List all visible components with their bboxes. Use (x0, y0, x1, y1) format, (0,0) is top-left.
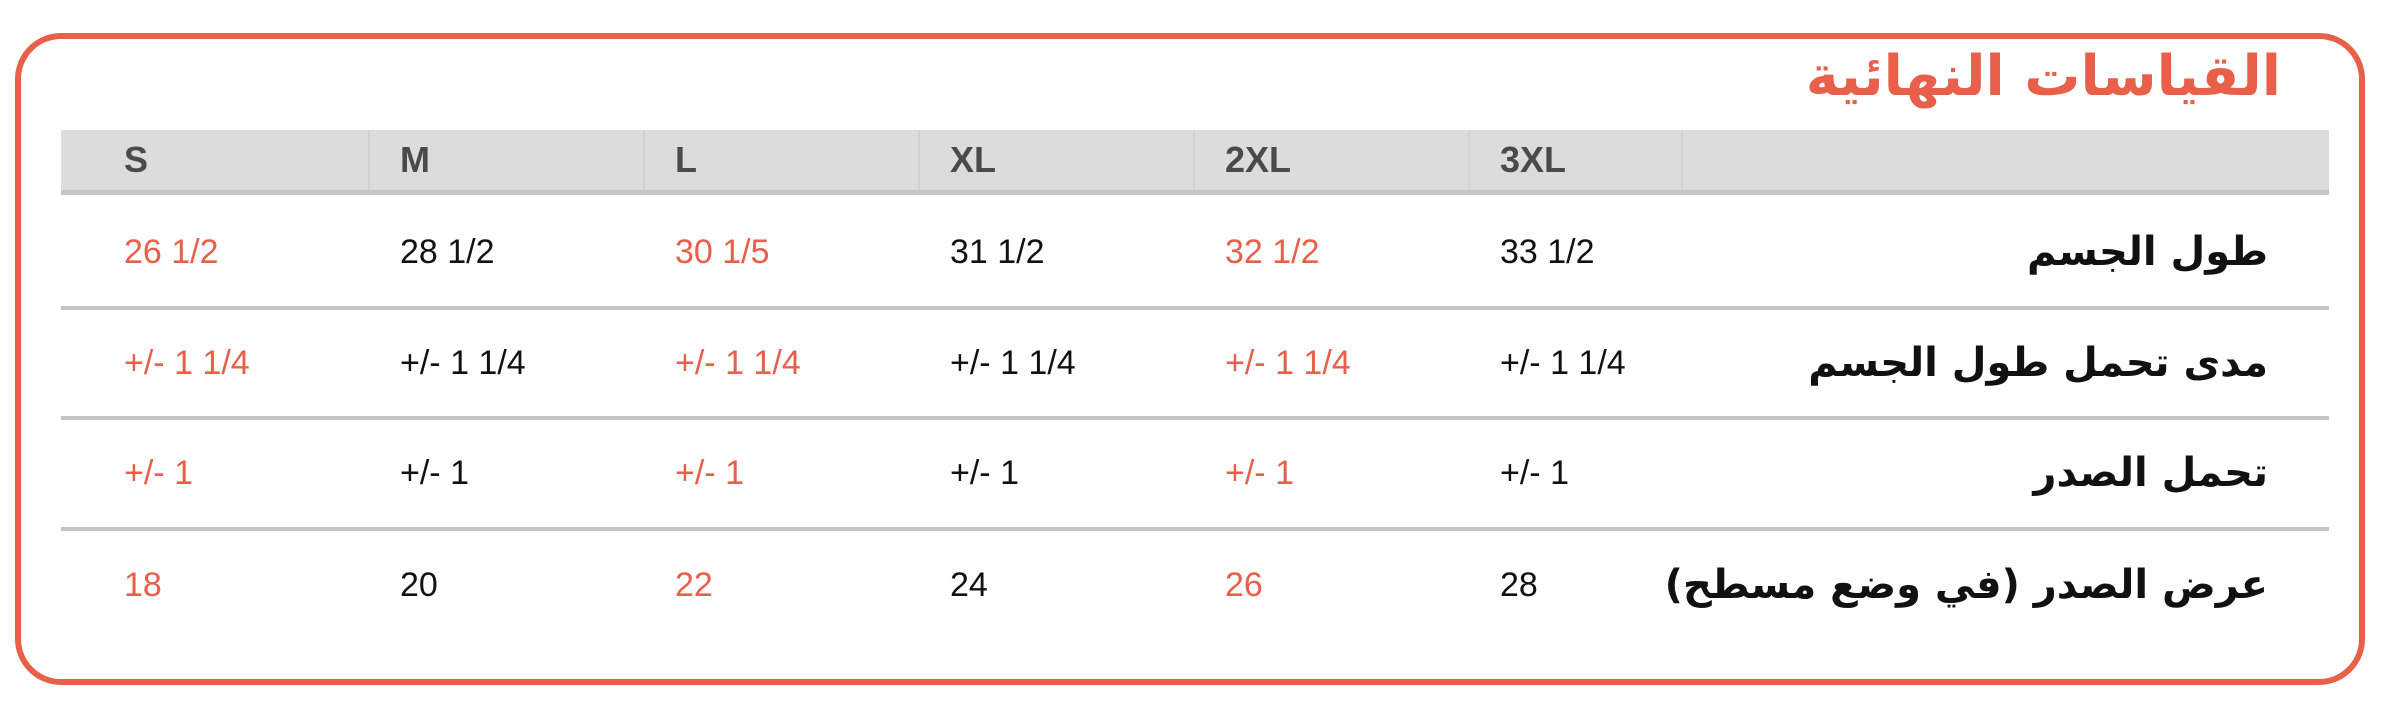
column-separator (1193, 130, 1195, 190)
measurement-cell-m: +/- 1 (400, 454, 469, 492)
measurement-cell-3xl: +/- 1 (1500, 454, 1569, 492)
measurement-cell-s: +/- 1 1/4 (124, 344, 250, 382)
measurement-cell-s: 26 1/2 (124, 233, 219, 271)
column-separator (368, 130, 370, 190)
size-header-xl: XL (950, 139, 997, 180)
measurement-cell-xl: +/- 1 (950, 454, 1019, 492)
measurement-cell-s: 18 (124, 566, 162, 604)
size-header-s: S (124, 139, 149, 180)
measurement-cell-2xl: +/- 1 1/4 (1225, 344, 1351, 382)
size-chart-frame (15, 33, 2365, 685)
measurement-cell-2xl: 26 (1225, 566, 1263, 604)
measurement-cell-s: +/- 1 (124, 454, 193, 492)
measurement-cell-3xl: 28 (1500, 566, 1538, 604)
row-label: طول الجسم (2026, 229, 2268, 275)
measurement-cell-m: 28 1/2 (400, 233, 495, 271)
size-header-m: M (400, 139, 430, 180)
row-label: تحمل الصدر (2033, 450, 2268, 496)
row-divider (61, 416, 2329, 420)
chart-title: القياسات النهائية (1805, 44, 2281, 109)
measurement-cell-l: +/- 1 1/4 (675, 344, 801, 382)
measurement-cell-xl: 24 (950, 566, 988, 604)
column-separator (918, 130, 920, 190)
column-separator (1681, 130, 1683, 190)
size-header-l: L (675, 139, 697, 180)
size-header-3xl: 3XL (1500, 139, 1567, 180)
measurement-cell-xl: 31 1/2 (950, 233, 1045, 271)
measurement-cell-m: +/- 1 1/4 (400, 344, 526, 382)
column-separator (643, 130, 645, 190)
measurement-cell-m: 20 (400, 566, 438, 604)
measurement-cell-3xl: 33 1/2 (1500, 233, 1595, 271)
measurement-cell-2xl: 32 1/2 (1225, 233, 1320, 271)
size-header-row: S M L XL 2XL 3XL (61, 130, 2329, 195)
row-divider (61, 306, 2329, 310)
column-separator (1468, 130, 1470, 190)
measurement-cell-l: 22 (675, 566, 713, 604)
row-label: مدى تحمل طول الجسم (1808, 340, 2268, 386)
measurement-cell-xl: +/- 1 1/4 (950, 344, 1076, 382)
measurement-cell-2xl: +/- 1 (1225, 454, 1294, 492)
measurement-cell-l: +/- 1 (675, 454, 744, 492)
measurement-cell-l: 30 1/5 (675, 233, 770, 271)
row-divider (61, 527, 2329, 531)
measurement-cell-3xl: +/- 1 1/4 (1500, 344, 1626, 382)
row-label: عرض الصدر (في وضع مسطح) (1664, 562, 2268, 608)
size-header-2xl: 2XL (1225, 139, 1292, 180)
